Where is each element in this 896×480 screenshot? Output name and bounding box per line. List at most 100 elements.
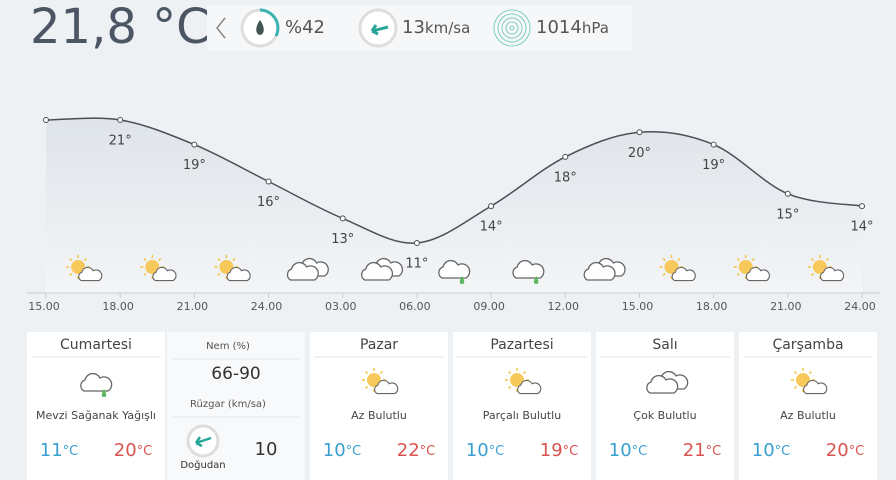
data-label: 14° [480,220,503,235]
temp-unit: °C [849,444,865,459]
low-value: 11 [40,440,63,461]
temp-unit: °C [775,444,791,459]
cloud [438,259,471,279]
prev-button[interactable] [216,17,226,39]
temp-unit: °C [632,444,648,459]
humidity-arc [259,8,280,37]
temperature-chart: 15.00 21° 18.00 19° 21.00 16° 24.00 13° 03.00 11°… [27,117,880,313]
current-temperature: 21,8 °C [30,0,210,55]
cloud [512,259,545,279]
sun-ray [522,370,527,375]
sun-ray [217,257,221,262]
day-name: Salı [652,337,677,353]
cloud [152,266,177,282]
data-point [859,203,865,210]
sun-ray [810,257,815,262]
high-value: 20 [114,440,137,461]
sun-ray [83,257,88,262]
cloud [517,379,542,395]
sun-ray [736,272,740,277]
weather-icon [646,370,689,394]
weather-icon [505,368,542,395]
data-label: 19° [702,158,725,173]
weather-icon [140,255,177,282]
data-point [339,215,346,222]
condition: Çok Bulutlu [633,409,696,422]
x-tick-label: 06.00 [399,300,431,313]
data-point [265,178,272,185]
cloud [646,374,679,394]
x-tick-label: 21.00 [177,300,209,313]
sun-ray [217,272,221,277]
temperature-low: 10°C [609,440,647,461]
temperature-low: 10°C [752,440,790,461]
cloud [80,372,113,392]
cloud [819,266,845,282]
sun [796,373,810,387]
drop-icon [256,20,264,35]
data-point [488,203,495,210]
x-tick-label: 18.00 [696,300,728,313]
sun-ray [232,257,236,262]
data-label: 13° [331,232,354,247]
high-value: 19 [540,440,563,461]
weather-icon [66,255,103,282]
sun-ray [364,370,369,375]
x-tick-label: 12.00 [548,300,580,313]
weather-icon [807,255,845,282]
x-tick-label: 21.00 [770,300,802,313]
data-label: 15° [776,207,799,222]
data-label: 20° [628,146,651,161]
low-value: 10 [609,440,632,461]
sun-ray [507,385,512,390]
data-point [117,117,124,123]
temp-unit: °C [563,444,579,459]
details-panel: Nem (%) 66-90 Rüzgar (km/sa) Doğudan 10 [167,332,305,480]
sun-ray [379,370,384,375]
wind-unit: km/sa [425,19,470,37]
sun [738,260,753,274]
temperature-low: 10°C [323,440,361,461]
weather-icon [583,257,626,281]
sun [219,260,234,274]
sun-ray [364,385,369,390]
wind-speed: 10 [255,439,278,460]
sun-ray [143,272,147,277]
sun [812,260,827,274]
sun-ray [736,257,740,262]
data-label: 11° [405,257,428,272]
data-label: 16° [257,195,280,210]
sun-ray [808,370,813,375]
sun [664,260,679,274]
cloud [226,266,251,282]
temp-unit: °C [706,444,722,459]
temperature-high: 22°C [397,440,435,461]
sun-ray [507,370,512,375]
wind: 13km/sa [402,17,470,38]
x-tick-label: 15.00 [622,300,654,313]
data-label: 14° [850,220,873,235]
data-label: 19° [183,158,206,173]
high-value: 21 [683,440,706,461]
data-point [784,190,791,197]
day-name: Çarşamba [772,337,843,353]
weather-icon [286,257,329,281]
pressure-unit: hPa [582,19,609,37]
temp-unit: °C [489,444,505,459]
weather-icon [214,255,251,282]
sun [145,260,160,274]
x-tick-label: 18.00 [102,300,134,313]
pressure-value: 1014 [536,17,582,38]
rain-drop [533,276,539,284]
temperature-low: 11°C [40,440,78,461]
data-point [710,141,717,148]
weather-icon [80,372,113,397]
rain-drop [101,389,107,397]
temp-unit: °C [137,444,153,459]
humidity-range: 66-90 [211,364,260,384]
